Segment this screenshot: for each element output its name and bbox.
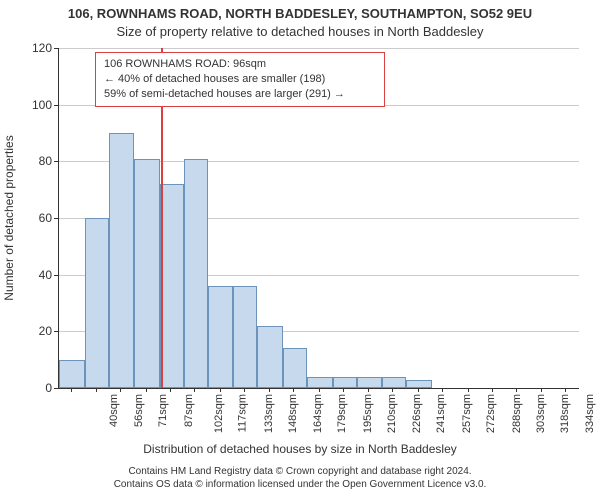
x-tick-label: 257sqm <box>461 394 473 433</box>
histogram-bar <box>160 184 184 388</box>
x-tick-label: 195sqm <box>362 394 374 433</box>
x-axis-title: Distribution of detached houses by size … <box>0 442 600 456</box>
x-tick-label: 56sqm <box>133 394 145 427</box>
y-tick-label: 80 <box>39 154 52 168</box>
y-tick-label: 100 <box>32 98 52 112</box>
x-tick-mark <box>418 388 419 392</box>
x-tick-mark <box>194 388 195 392</box>
footer-line2: Contains OS data © information licensed … <box>0 479 600 492</box>
x-tick-mark <box>120 388 121 392</box>
chart-title-address: 106, ROWNHAMS ROAD, NORTH BADDESLEY, SOU… <box>0 6 600 21</box>
x-tick-mark <box>146 388 147 392</box>
x-tick-label: 288sqm <box>511 394 523 433</box>
x-tick-mark <box>71 388 72 392</box>
y-axis-title: Number of detached properties <box>2 135 16 300</box>
x-tick-mark <box>565 388 566 392</box>
x-tick-mark <box>220 388 221 392</box>
legend-line-larger: 59% of semi-detached houses are larger (… <box>104 87 376 102</box>
legend-line-smaller: ← 40% of detached houses are smaller (19… <box>104 72 376 87</box>
x-tick-mark <box>492 388 493 392</box>
x-tick-label: 87sqm <box>183 394 195 427</box>
histogram-bar <box>283 348 307 388</box>
histogram-bar <box>109 133 135 388</box>
chart-container: 106, ROWNHAMS ROAD, NORTH BADDESLEY, SOU… <box>0 0 600 500</box>
y-tick-mark <box>54 48 58 49</box>
x-tick-mark <box>368 388 369 392</box>
x-tick-label: 40sqm <box>108 394 120 427</box>
chart-subtitle: Size of property relative to detached ho… <box>0 24 600 39</box>
x-tick-mark <box>269 388 270 392</box>
footer-attribution: Contains HM Land Registry data © Crown c… <box>0 466 600 491</box>
x-tick-label: 71sqm <box>157 394 169 427</box>
x-tick-mark <box>319 388 320 392</box>
y-tick-label: 20 <box>39 324 52 338</box>
histogram-bar <box>333 377 357 388</box>
x-tick-label: 179sqm <box>336 394 348 433</box>
histogram-bar <box>357 377 383 388</box>
y-tick-mark <box>54 388 58 389</box>
histogram-bar <box>208 286 234 388</box>
histogram-bar <box>85 218 109 388</box>
x-tick-label: 303sqm <box>535 394 547 433</box>
x-tick-mark <box>96 388 97 392</box>
x-tick-label: 226sqm <box>412 394 424 433</box>
y-tick-label: 60 <box>39 211 52 225</box>
histogram-bar <box>307 377 333 388</box>
histogram-bar <box>382 377 406 388</box>
gridline <box>59 48 579 49</box>
x-tick-mark <box>293 388 294 392</box>
x-tick-mark <box>541 388 542 392</box>
histogram-bar <box>233 286 257 388</box>
y-tick-mark <box>54 105 58 106</box>
histogram-bar <box>257 326 283 388</box>
y-tick-label: 120 <box>32 41 52 55</box>
y-tick-mark <box>54 275 58 276</box>
x-tick-mark <box>392 388 393 392</box>
y-tick-mark <box>54 218 58 219</box>
x-tick-label: 164sqm <box>312 394 324 433</box>
x-tick-mark <box>343 388 344 392</box>
x-tick-mark <box>244 388 245 392</box>
x-tick-mark <box>516 388 517 392</box>
footer-line1: Contains HM Land Registry data © Crown c… <box>0 466 600 479</box>
x-tick-mark <box>170 388 171 392</box>
histogram-bar <box>134 159 160 389</box>
x-tick-label: 334sqm <box>584 394 596 433</box>
x-tick-label: 117sqm <box>236 394 248 432</box>
y-tick-mark <box>54 161 58 162</box>
x-tick-label: 102sqm <box>213 394 225 433</box>
x-tick-label: 133sqm <box>263 394 275 433</box>
histogram-bar <box>59 360 85 388</box>
y-tick-mark <box>54 331 58 332</box>
histogram-bar <box>184 159 208 389</box>
x-tick-label: 148sqm <box>287 394 299 433</box>
x-tick-label: 318sqm <box>559 394 571 433</box>
histogram-bar <box>406 380 432 389</box>
x-tick-label: 210sqm <box>386 394 398 433</box>
x-tick-mark <box>468 388 469 392</box>
y-tick-label: 0 <box>45 381 52 395</box>
legend-line-property: 106 ROWNHAMS ROAD: 96sqm <box>104 57 376 72</box>
legend-box: 106 ROWNHAMS ROAD: 96sqm ← 40% of detach… <box>95 52 385 107</box>
y-tick-label: 40 <box>39 268 52 282</box>
x-tick-label: 272sqm <box>485 394 497 433</box>
x-tick-mark <box>442 388 443 392</box>
x-tick-label: 241sqm <box>436 394 448 433</box>
